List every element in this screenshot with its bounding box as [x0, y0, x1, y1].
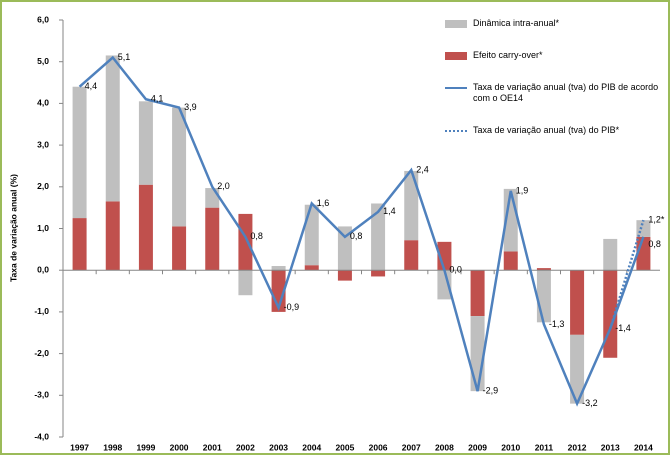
x-tick-label: 1999: [136, 442, 155, 452]
bar-segment: [603, 238, 618, 271]
data-label: 0,8: [250, 231, 263, 241]
x-tick-label: 2011: [535, 442, 554, 452]
x-tick-label: 2009: [468, 442, 487, 452]
data-label: 5,1: [118, 52, 131, 62]
legend-swatch: [445, 52, 467, 60]
line: [609, 219, 645, 329]
x-tick-label: 2008: [435, 442, 454, 452]
bar-segment: [72, 218, 87, 271]
x-tick-label: 2010: [501, 442, 520, 452]
data-label: 1,9: [516, 185, 529, 195]
y-tick-label: -2,0: [34, 348, 49, 358]
legend-label: Taxa de variação anual (tva) do PIB de a…: [473, 82, 659, 103]
bar-segment: [371, 270, 386, 277]
y-tick-label: 2,0: [37, 181, 49, 191]
legend: Dinâmica intra-anual* Efeito carry-over* T…: [445, 18, 660, 157]
y-tick-label: 6,0: [37, 14, 49, 24]
data-label: 3,9: [184, 102, 197, 112]
bar-segment: [304, 265, 319, 271]
y-tick-label: -1,0: [34, 306, 49, 316]
data-label: 2,0: [217, 181, 230, 191]
legend-item: Taxa de variação anual (tva) do PIB*: [445, 125, 660, 136]
legend-item: Taxa de variação anual (tva) do PIB de a…: [445, 82, 660, 104]
data-label: -0,9: [284, 302, 300, 312]
bar-segment: [172, 107, 187, 227]
bar-segment: [337, 270, 352, 281]
legend-item: Dinâmica intra-anual*: [445, 18, 660, 29]
data-label: 2,4: [416, 164, 429, 174]
bar-segment: [205, 207, 220, 271]
y-tick-label: 4,0: [37, 98, 49, 108]
y-tick-label: 5,0: [37, 56, 49, 66]
bar-segment: [570, 270, 585, 335]
bar-segment: [105, 55, 120, 202]
bar-segment: [470, 270, 485, 317]
x-tick-label: 2012: [568, 442, 587, 452]
bar-segment: [172, 226, 187, 271]
bar-segment: [105, 201, 120, 271]
x-tick-label: 2004: [302, 442, 321, 452]
y-tick-label: 3,0: [37, 139, 49, 149]
bar-segment: [570, 334, 585, 404]
bar-segment: [404, 240, 419, 271]
bar-segment: [271, 266, 286, 271]
legend-label: Dinâmica intra-anual*: [473, 18, 560, 28]
bar-segment: [503, 251, 518, 271]
data-label: -3,2: [582, 398, 598, 408]
data-label: -1,3: [549, 319, 565, 329]
x-tick-label: 2000: [170, 442, 189, 452]
data-label: 0,8: [350, 231, 363, 241]
y-axis-title: Taxa de variação anual (%): [8, 174, 18, 282]
data-label: -1,4: [615, 323, 631, 333]
legend-label: Efeito carry-over*: [473, 50, 543, 60]
bar-segment: [72, 86, 87, 219]
x-tick-label: 1997: [70, 442, 89, 452]
x-tick-label: 2014: [634, 442, 653, 452]
bar-segment: [138, 101, 153, 185]
bar-segment: [238, 270, 253, 296]
data-label: 4,1: [151, 94, 164, 104]
bar-segment: [371, 203, 386, 271]
x-tick-label: 2003: [269, 442, 288, 452]
data-label: 1,4: [383, 206, 396, 216]
x-tick-label: 1998: [103, 442, 122, 452]
bar-segment: [470, 316, 485, 392]
bar-segment: [238, 213, 253, 271]
x-tick-label: 2005: [335, 442, 354, 452]
x-tick-label: 2001: [203, 442, 222, 452]
data-label: 1,6: [317, 198, 330, 208]
bar-segment: [536, 270, 551, 323]
data-label: 0,8: [648, 239, 661, 249]
x-tick-label: 2007: [402, 442, 421, 452]
data-label: -2,9: [483, 386, 499, 396]
x-tick-label: 2013: [601, 442, 620, 452]
legend-swatch: [445, 130, 467, 132]
y-tick-label: -4,0: [34, 431, 49, 441]
y-tick-label: 1,0: [37, 223, 49, 233]
line: [78, 55, 645, 407]
bar-segment: [404, 170, 419, 241]
bar-segment: [437, 270, 452, 300]
x-tick-label: 2002: [236, 442, 255, 452]
bar-segment: [536, 268, 551, 271]
y-tick-label: -3,0: [34, 390, 49, 400]
y-tick-label: 0,0: [37, 264, 49, 274]
bar-segment: [138, 184, 153, 271]
legend-label: Taxa de variação anual (tva) do PIB*: [473, 125, 620, 135]
legend-swatch: [445, 20, 467, 28]
data-label: 0,0: [449, 265, 462, 275]
legend-swatch: [445, 87, 467, 89]
data-label: 1,2*: [648, 215, 665, 225]
x-tick-label: 2006: [369, 442, 388, 452]
bar-segment: [337, 226, 352, 271]
bar-segment: [304, 204, 319, 266]
legend-item: Efeito carry-over*: [445, 50, 660, 61]
data-label: 4,4: [85, 81, 98, 91]
